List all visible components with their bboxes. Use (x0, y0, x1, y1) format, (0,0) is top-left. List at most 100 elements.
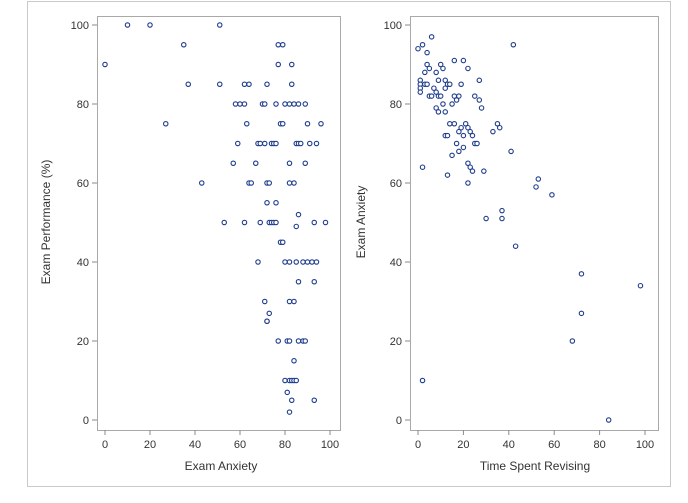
data-point (424, 49, 430, 56)
x-tick-label: 80 (593, 439, 605, 451)
data-point (291, 101, 297, 107)
data-point (422, 69, 428, 76)
data-point (435, 77, 442, 84)
data-point (311, 219, 317, 226)
data-point (456, 148, 462, 155)
data-point (311, 278, 317, 285)
data-point (275, 41, 281, 48)
x-axis-title: Time Spent Revising (480, 459, 590, 473)
data-point (291, 180, 297, 186)
data-point (300, 259, 306, 265)
data-point (433, 105, 439, 111)
data-point (431, 85, 437, 91)
data-point (508, 148, 514, 155)
data-point (311, 397, 317, 403)
data-point (476, 77, 483, 84)
data-point (533, 184, 539, 190)
data-points (102, 22, 329, 415)
data-point (456, 128, 462, 135)
data-point (282, 259, 288, 265)
data-point (255, 259, 261, 265)
data-point (458, 81, 464, 88)
x-tick-label: 60 (548, 439, 560, 451)
data-point (286, 259, 293, 265)
data-point (460, 144, 467, 151)
data-point (284, 389, 290, 396)
data-point (217, 81, 223, 88)
data-point (490, 128, 496, 135)
y-tick-label: 40 (390, 257, 402, 269)
data-point (424, 61, 430, 68)
data-point (512, 243, 519, 249)
data-point (449, 152, 455, 159)
data-point (185, 81, 192, 88)
data-point (442, 85, 448, 91)
data-point (282, 377, 288, 384)
data-point (478, 105, 485, 111)
data-point (494, 121, 501, 127)
data-point (261, 101, 268, 107)
y-tick-label: 80 (77, 99, 89, 111)
data-point (273, 219, 279, 226)
data-point (499, 207, 505, 214)
y-axis-title: Exam Anxiety (354, 186, 368, 259)
data-point (241, 101, 248, 107)
data-point (465, 124, 471, 131)
data-point (578, 271, 585, 277)
data-point (304, 121, 311, 127)
data-point (437, 61, 444, 68)
data-point (241, 219, 248, 226)
data-point (273, 101, 279, 107)
plot-area-border (97, 16, 341, 431)
data-point (199, 180, 205, 186)
data-point (257, 140, 263, 147)
data-point (291, 357, 297, 364)
data-point (535, 176, 542, 182)
data-point (253, 160, 259, 167)
data-point (291, 298, 297, 305)
data-point (273, 200, 279, 206)
data-point (442, 77, 448, 84)
data-point (451, 121, 458, 127)
data-point (279, 121, 286, 127)
data-point (286, 338, 293, 344)
data-point (304, 259, 311, 265)
data-point (467, 164, 473, 170)
data-point (295, 338, 302, 344)
data-point (279, 41, 286, 48)
data-point (297, 140, 304, 147)
data-point (451, 57, 458, 64)
x-tick-label: 100 (321, 439, 339, 451)
data-point (286, 160, 293, 167)
data-point (549, 192, 555, 198)
data-point (637, 282, 644, 289)
x-tick-label: 0 (102, 439, 108, 451)
data-point (471, 93, 478, 99)
y-tick-label: 80 (390, 99, 402, 111)
data-point (102, 61, 108, 68)
data-point (444, 132, 451, 139)
data-point (147, 22, 153, 28)
data-point (433, 69, 439, 76)
data-point (440, 65, 446, 72)
data-point (428, 93, 435, 99)
figure-frame (27, 1, 671, 487)
data-point (469, 132, 476, 139)
data-point (261, 140, 268, 147)
data-point (302, 160, 308, 167)
data-point (465, 65, 471, 72)
data-point (481, 168, 487, 174)
y-tick-label: 100 (384, 20, 402, 32)
scatter-panel-anxiety-vs-performance: 0 20 40 60 80 100 0 20 40 60 80 100 Exam Anxiety Exam… (39, 16, 341, 473)
data-point (264, 318, 270, 324)
data-point (474, 140, 480, 147)
data-point (279, 239, 286, 246)
data-point (510, 41, 517, 48)
y-tick-label: 40 (77, 257, 89, 269)
y-tick-label: 60 (390, 178, 402, 190)
data-point (286, 101, 293, 107)
data-point (266, 310, 272, 317)
x-axis-title: Exam Anxiety (185, 459, 258, 473)
plot-area-border (410, 16, 659, 431)
data-point (569, 338, 576, 344)
